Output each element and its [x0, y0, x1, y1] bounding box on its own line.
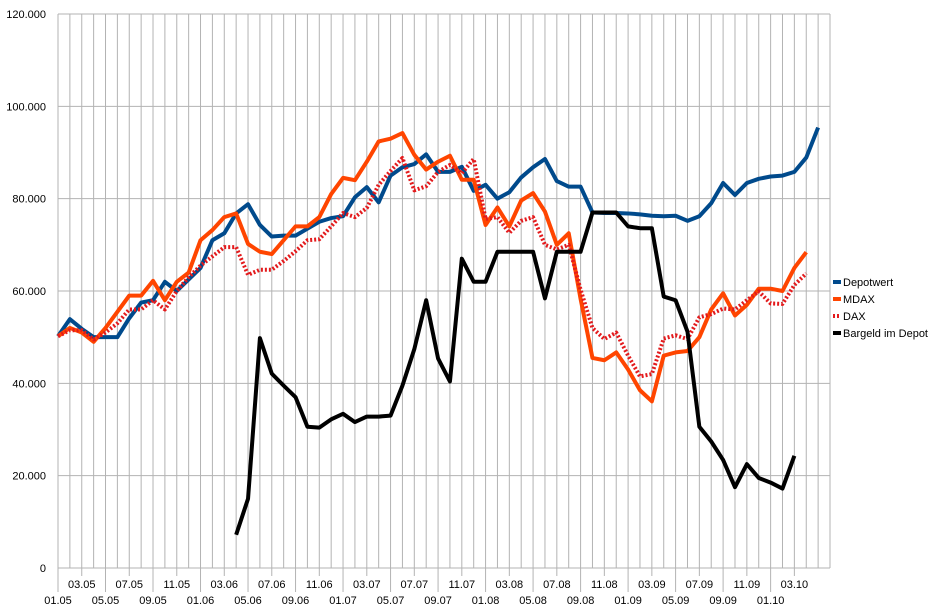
y-tick-label: 80.000: [12, 194, 46, 206]
x-tick-label: 05.08: [519, 595, 547, 607]
legend-label-bargeld-im-depot: Bargeld im Depot: [843, 328, 928, 340]
x-tick-label: 07.09: [686, 579, 714, 591]
x-tick-label: 01.07: [329, 595, 357, 607]
legend-label-mdax: MDAX: [843, 294, 875, 306]
x-tick-label: 09.05: [139, 595, 167, 607]
x-tick-label: 03.06: [211, 579, 239, 591]
x-tick-label: 03.09: [638, 579, 666, 591]
y-tick-label: 0: [40, 563, 46, 575]
series-line-bargeld-im-depot: [234, 210, 797, 536]
y-tick-label: 20.000: [12, 471, 46, 483]
x-tick-label: 01.05: [44, 595, 72, 607]
y-tick-label: 60.000: [12, 286, 46, 298]
x-tick-label: 05.05: [92, 595, 120, 607]
y-tick-label: 40.000: [12, 378, 46, 390]
x-tick-label: 07.06: [258, 579, 286, 591]
x-tick-label: 03.10: [781, 579, 809, 591]
series-line-dax: [57, 156, 808, 379]
x-tick-label: 11.09: [734, 579, 761, 591]
x-tick-label: 01.09: [614, 595, 642, 607]
x-tick-label: 11.05: [163, 579, 190, 591]
legend-label-depotwert: Depotwert: [843, 277, 893, 289]
x-tick-label: 11.07: [448, 579, 475, 591]
x-tick-label: 09.07: [424, 595, 452, 607]
x-axis-tick-labels: 01.05 03.05 05.05 07.05 09.05 11.05 01.06 03.06…: [44, 579, 808, 607]
x-tick-label: 07.07: [401, 579, 429, 591]
x-tick-label: 07.08: [543, 579, 571, 591]
x-tick-label: 01.06: [187, 595, 215, 607]
legend: Depotwert MDAX DAX Bargeld im Depot: [833, 277, 928, 340]
x-tick-label: 01.10: [757, 595, 785, 607]
x-tick-label: 11.08: [591, 579, 618, 591]
series-lines: [56, 126, 820, 536]
x-tick-label: 05.06: [234, 595, 262, 607]
x-tick-label: 05.07: [377, 595, 405, 607]
x-tick-label: 11.06: [306, 579, 333, 591]
series-line-depotwert: [56, 126, 820, 340]
y-axis-tick-labels: 0 20.000 40.000 60.000 80.000 100.000 120.000: [6, 9, 46, 575]
y-tick-label: 120.000: [6, 9, 46, 21]
x-tick-label: 05.09: [662, 595, 690, 607]
axes: [57, 14, 830, 592]
x-tick-label: 03.08: [496, 579, 524, 591]
gridlines: [57, 13, 831, 569]
y-tick-label: 100.000: [6, 101, 46, 113]
x-tick-label: 07.05: [115, 579, 143, 591]
x-tick-label: 01.08: [472, 595, 500, 607]
series-line-mdax: [56, 131, 808, 404]
legend-label-dax: DAX: [843, 311, 866, 323]
x-tick-label: 03.05: [68, 579, 96, 591]
x-tick-label: 03.07: [353, 579, 381, 591]
x-tick-label: 09.09: [709, 595, 737, 607]
x-tick-label: 09.08: [567, 595, 595, 607]
x-tick-label: 09.06: [282, 595, 310, 607]
